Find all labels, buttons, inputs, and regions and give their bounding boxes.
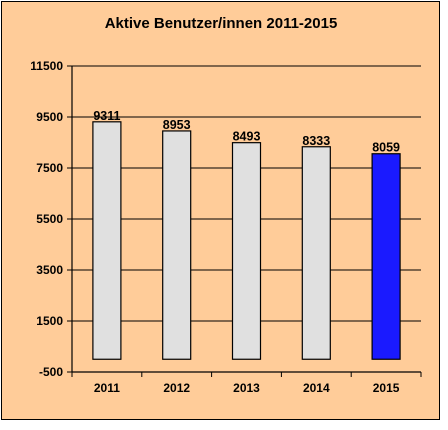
gridlines <box>72 65 421 322</box>
bar-2015 <box>371 153 401 360</box>
bars <box>92 121 401 360</box>
y-tick-label: 3500 <box>36 263 63 277</box>
y-tick-label: 11500 <box>30 59 63 73</box>
y-tick-label: 7500 <box>36 161 63 175</box>
data-label-2012: 8953 <box>163 118 191 132</box>
x-tick-label-2012: 2012 <box>163 381 190 395</box>
y-tick-label: 9500 <box>36 110 63 124</box>
chart-frame <box>1 1 440 420</box>
bar-2014 <box>301 146 331 360</box>
axes: -500 1500 3500 5500 7500 9500 11500 2011 2012 201… <box>30 59 422 395</box>
x-tick-label-2013: 2013 <box>233 381 260 395</box>
y-tick-label: 1500 <box>36 314 63 328</box>
bar-2013 <box>231 142 262 360</box>
x-tick-label-2011: 2011 <box>94 381 120 395</box>
data-label-2014: 8333 <box>302 134 330 148</box>
data-label-2015: 8059 <box>372 141 400 155</box>
x-tick-label-2015: 2015 <box>373 381 400 395</box>
x-tick-label-2014: 2014 <box>303 381 330 395</box>
data-label-2013: 8493 <box>233 130 261 144</box>
y-tick-label: -500 <box>39 365 63 379</box>
chart-title: Aktive Benutzer/innen 2011-2015 <box>105 15 338 32</box>
y-tick-label: 5500 <box>36 212 63 226</box>
bar-2011 <box>92 121 122 360</box>
bar-2012 <box>162 130 192 360</box>
data-label-2011: 9311 <box>93 109 120 123</box>
data-labels: 9311 8953 8493 8333 8059 <box>93 109 400 155</box>
